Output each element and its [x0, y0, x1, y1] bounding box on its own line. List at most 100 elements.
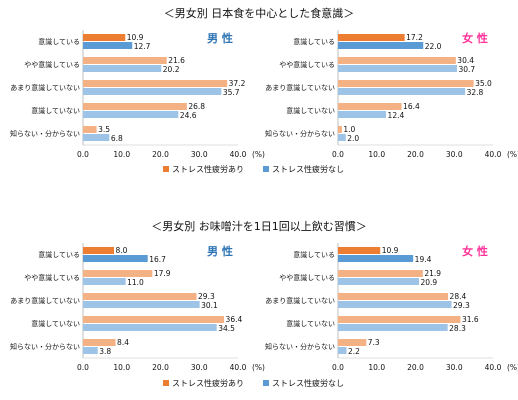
x-tick-label: 40.0: [230, 363, 247, 372]
data-label: 8.0: [116, 246, 128, 255]
bar: [338, 111, 387, 118]
data-label: 30.7: [458, 65, 475, 74]
legend-label: ストレス性疲労なし: [272, 378, 344, 388]
category-label: やや意識している: [279, 273, 335, 282]
data-label: 28.4: [450, 292, 467, 301]
data-label: 34.5: [218, 324, 235, 333]
bar: [83, 339, 116, 346]
bar: [338, 103, 402, 110]
category-label: 知らない・分からない: [10, 129, 80, 138]
data-label: 20.2: [163, 65, 180, 74]
x-tick-label: 30.0: [446, 150, 463, 159]
bar: [83, 134, 110, 141]
bar: [338, 34, 405, 41]
data-label: 31.6: [462, 315, 479, 324]
data-label: 6.8: [111, 134, 123, 143]
gender-label: 男 性: [207, 244, 233, 258]
x-tick-label: 0.0: [77, 150, 89, 159]
x-tick-label: 10.0: [113, 150, 130, 159]
bar: [83, 347, 98, 354]
x-tick-label: 10.0: [368, 150, 385, 159]
data-label: 29.3: [198, 292, 215, 301]
bar: [83, 255, 148, 262]
data-label: 10.9: [127, 33, 144, 42]
bar: [338, 339, 367, 346]
x-tick-label: 20.0: [407, 363, 424, 372]
bar: [83, 278, 126, 285]
data-label: 35.7: [223, 88, 240, 97]
category-label: 知らない・分からない: [265, 342, 335, 351]
data-label: 17.2: [406, 33, 423, 42]
data-label: 30.4: [457, 56, 474, 65]
bar: [83, 80, 228, 87]
bar: [83, 34, 126, 41]
data-label: 35.0: [475, 79, 492, 88]
data-label: 3.5: [98, 125, 110, 134]
x-tick-label: 40.0: [230, 150, 247, 159]
category-label: やや意識している: [279, 60, 335, 69]
x-unit-label: (%): [252, 150, 265, 159]
bar: [83, 42, 133, 49]
bar: [338, 278, 419, 285]
category-label: 意識している: [293, 250, 335, 259]
x-tick-label: 0.0: [332, 363, 344, 372]
data-label: 19.4: [415, 255, 432, 264]
legend-swatch: [263, 166, 269, 172]
data-label: 29.3: [453, 301, 470, 310]
legend-label: ストレス性疲労あり: [172, 378, 244, 388]
x-tick-label: 30.0: [191, 363, 208, 372]
gender-label: 女 性: [462, 31, 488, 45]
data-label: 32.8: [467, 88, 484, 97]
bar: [338, 293, 449, 300]
section-title-miso: ＜男女別 お味噌汁を1日1回以上飲む習慣＞: [151, 220, 367, 233]
x-tick-label: 20.0: [407, 150, 424, 159]
data-label: 8.4: [117, 338, 129, 347]
bar: [338, 134, 346, 141]
x-tick-label: 0.0: [332, 150, 344, 159]
bar: [83, 126, 97, 133]
x-tick-label: 20.0: [152, 363, 169, 372]
bar: [83, 88, 222, 95]
data-label: 1.0: [343, 125, 355, 134]
category-label: あまり意識していない: [265, 296, 335, 305]
bar: [83, 103, 187, 110]
x-tick-label: 10.0: [113, 363, 130, 372]
x-unit-label: (%): [507, 363, 518, 372]
data-label: 17.9: [154, 269, 171, 278]
x-tick-label: 10.0: [368, 363, 385, 372]
bar: [338, 347, 347, 354]
x-tick-label: 0.0: [77, 363, 89, 372]
bar: [338, 316, 461, 323]
data-label: 7.3: [368, 338, 380, 347]
bar: [338, 255, 414, 262]
bar: [338, 324, 448, 331]
data-label: 30.1: [201, 301, 218, 310]
data-label: 21.9: [424, 269, 441, 278]
bar: [83, 316, 225, 323]
bar: [83, 247, 114, 254]
data-label: 2.2: [348, 347, 360, 356]
category-label: あまり意識していない: [265, 83, 335, 92]
legend-swatch: [163, 380, 169, 386]
data-label: 12.7: [134, 42, 151, 51]
bar: [338, 247, 381, 254]
data-label: 16.4: [403, 102, 420, 111]
category-label: やや意識している: [24, 60, 80, 69]
bar: [338, 301, 452, 308]
data-label: 12.4: [388, 111, 405, 120]
data-label: 24.6: [180, 111, 197, 120]
data-label: 2.0: [347, 134, 359, 143]
bar: [338, 65, 457, 72]
bar: [83, 301, 200, 308]
x-tick-label: 30.0: [446, 363, 463, 372]
category-label: あまり意識していない: [10, 83, 80, 92]
data-label: 20.9: [420, 278, 437, 287]
category-label: 知らない・分からない: [265, 129, 335, 138]
category-label: あまり意識していない: [10, 296, 80, 305]
x-tick-label: 30.0: [191, 150, 208, 159]
